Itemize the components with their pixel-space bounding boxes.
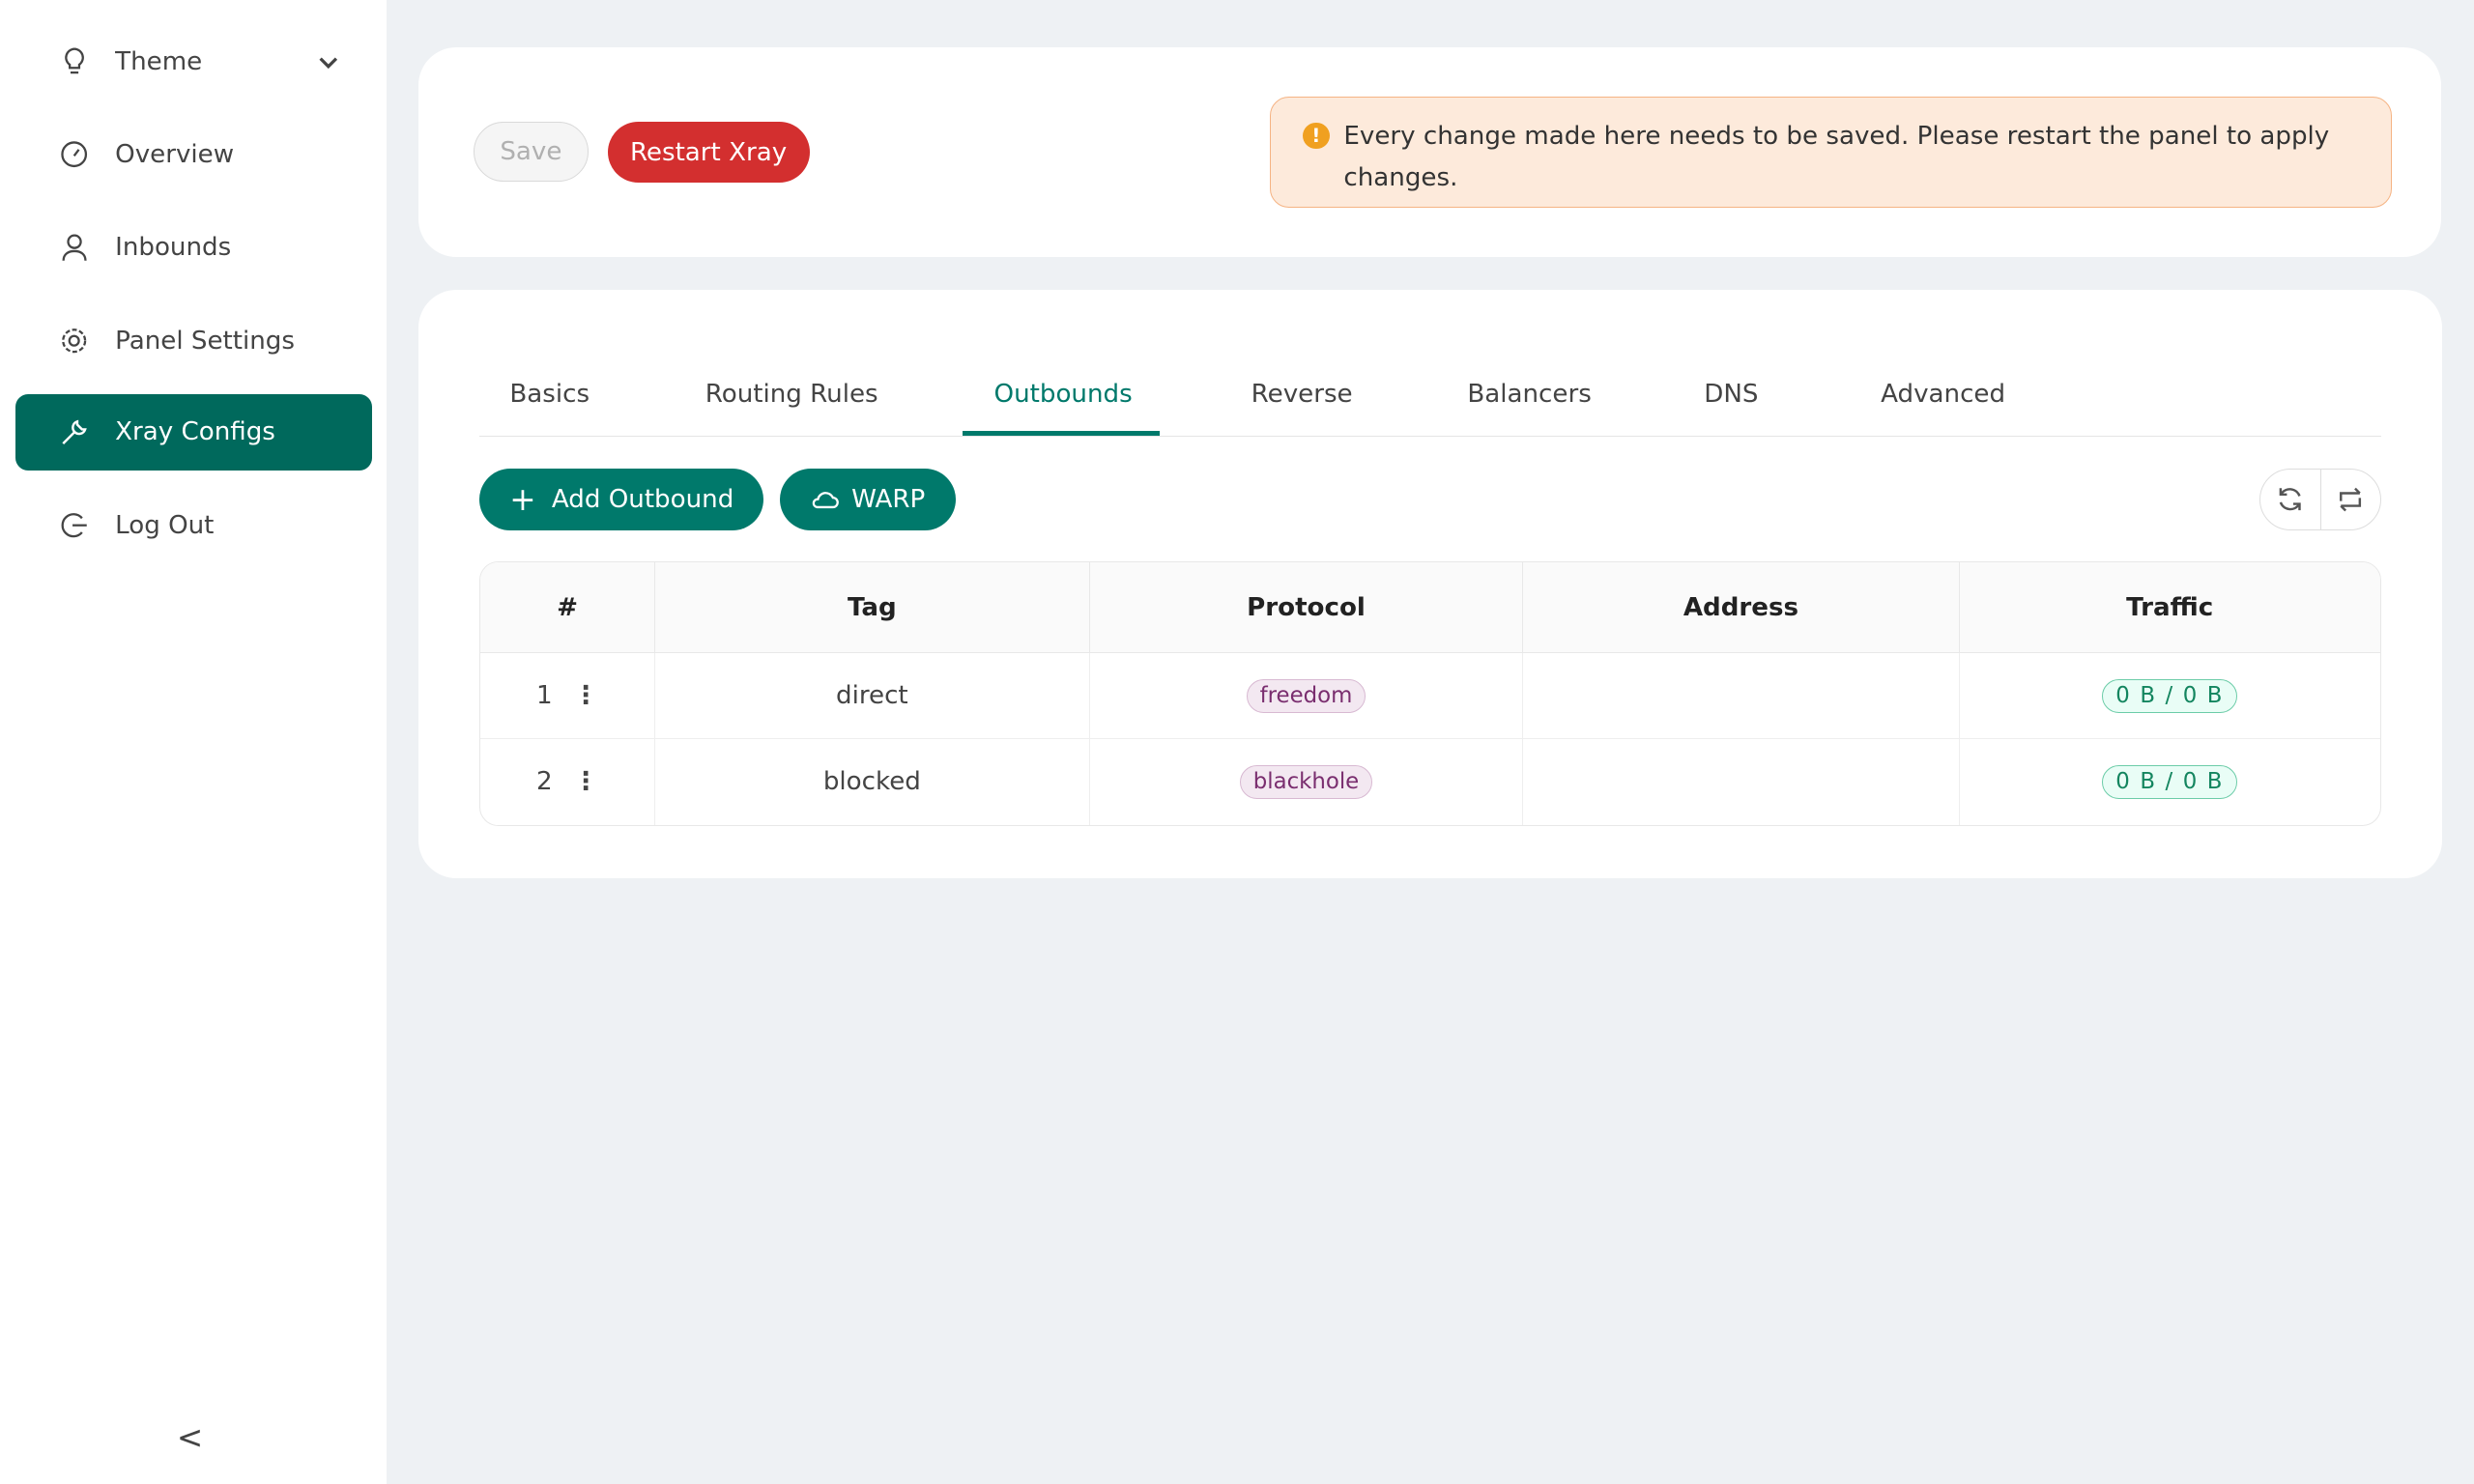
more-vertical-icon[interactable]: ⋮ [573, 681, 599, 711]
tab-advanced[interactable]: Advanced [1881, 380, 2006, 410]
column-header-tag: Tag [654, 562, 1090, 654]
row-number: 2 [536, 767, 553, 797]
more-vertical-icon[interactable]: ⋮ [573, 767, 599, 797]
tab-balancers[interactable]: Balancers [1467, 380, 1592, 410]
warp-button[interactable]: WARP [779, 468, 957, 530]
alert-text: Every change made here needs to be saved… [1343, 122, 2330, 192]
swap-icon[interactable] [2321, 470, 2381, 529]
plus-icon: + [509, 480, 536, 518]
sidebar-item-label: Xray Configs [115, 417, 275, 447]
sidebar-item-log-out[interactable]: Log Out [15, 487, 372, 562]
warning-icon: ! [1302, 122, 1330, 150]
save-warning-alert: ! Every change made here needs to be sav… [1270, 96, 2393, 209]
chevron-down-icon [319, 47, 338, 76]
tag-cell: direct [654, 653, 1090, 740]
sidebar: Theme Overview Inbounds Panel Settings X… [0, 0, 387, 1484]
row-number-cell: 1 ⋮ [480, 653, 655, 740]
address-cell [1523, 653, 1960, 740]
protocol-cell: freedom [1089, 653, 1524, 740]
refresh-icon[interactable] [2260, 469, 2321, 529]
config-tabs: Basics Routing Rules Outbounds Reverse B… [479, 363, 2381, 437]
tag-cell: blocked [655, 739, 1090, 825]
dashboard-icon [60, 140, 88, 168]
sidebar-item-theme[interactable]: Theme [15, 23, 372, 99]
tab-reverse[interactable]: Reverse [1251, 380, 1353, 410]
traffic-badge: 0 B / 0 B [2102, 679, 2238, 713]
row-number-cell: 2 ⋮ [480, 739, 655, 825]
cloud-icon [811, 490, 839, 509]
sidebar-item-overview[interactable]: Overview [15, 117, 372, 192]
column-header-traffic: Traffic [1959, 562, 2380, 654]
tool-icon [60, 418, 88, 446]
sidebar-item-label: Log Out [115, 510, 215, 540]
sidebar-item-label: Overview [115, 139, 235, 169]
protocol-badge: blackhole [1239, 765, 1373, 799]
table-tools [2258, 468, 2382, 530]
protocol-cell: blackhole [1090, 739, 1524, 825]
table-row: 1 ⋮ direct freedom 0 B / 0 B [480, 653, 2380, 740]
outbounds-table: # Tag Protocol Address Traffic 1 ⋮ direc… [479, 561, 2381, 826]
save-button[interactable]: Save [473, 121, 589, 182]
address-cell [1523, 739, 1960, 825]
sidebar-item-panel-settings[interactable]: Panel Settings [15, 302, 372, 378]
active-tab-indicator [962, 430, 1160, 436]
tab-outbounds[interactable]: Outbounds [993, 380, 1133, 410]
protocol-badge: freedom [1246, 679, 1366, 713]
column-header-number: # [480, 562, 655, 654]
gear-icon [60, 327, 88, 355]
collapse-sidebar-button[interactable]: < [176, 1419, 204, 1457]
sidebar-item-label: Inbounds [115, 233, 232, 263]
restart-xray-button[interactable]: Restart Xray [607, 121, 810, 184]
tab-basics[interactable]: Basics [509, 380, 590, 410]
sidebar-item-xray-configs[interactable]: Xray Configs [15, 394, 373, 471]
traffic-badge: 0 B / 0 B [2102, 765, 2238, 799]
user-icon [60, 234, 88, 262]
logout-icon [60, 511, 88, 539]
warp-label: WARP [851, 484, 926, 514]
column-header-protocol: Protocol [1089, 562, 1524, 654]
traffic-cell: 0 B / 0 B [1960, 739, 2380, 824]
tab-routing-rules[interactable]: Routing Rules [705, 380, 878, 410]
sidebar-item-label: Theme [115, 46, 203, 76]
sidebar-item-inbounds[interactable]: Inbounds [15, 210, 372, 285]
table-row: 2 ⋮ blocked blackhole 0 B / 0 B [480, 739, 2380, 825]
add-outbound-label: Add Outbound [551, 484, 734, 514]
add-outbound-button[interactable]: + Add Outbound [479, 468, 764, 530]
column-header-address: Address [1523, 562, 1960, 654]
row-number: 1 [536, 681, 553, 711]
traffic-cell: 0 B / 0 B [1959, 653, 2380, 740]
lightbulb-icon [60, 47, 88, 75]
sidebar-item-label: Panel Settings [115, 326, 295, 356]
tab-dns[interactable]: DNS [1704, 380, 1759, 410]
